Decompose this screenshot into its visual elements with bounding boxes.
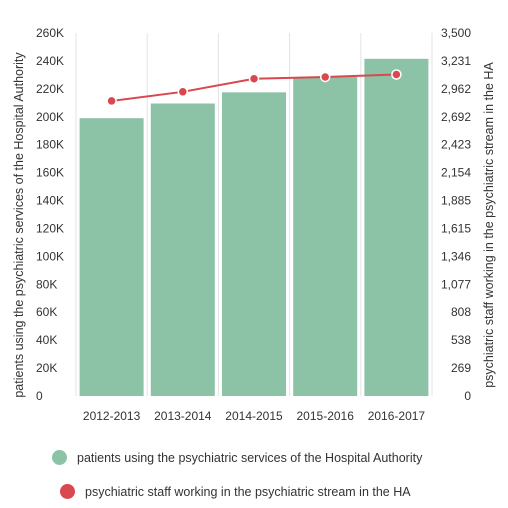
right-tick-label: 2,154	[441, 166, 471, 180]
left-tick-label: 260K	[36, 26, 64, 40]
right-tick-label: 2,692	[441, 110, 471, 124]
right-tick-label: 0	[464, 389, 471, 403]
grid-lines	[75, 33, 433, 396]
left-tick-label: 240K	[36, 54, 64, 68]
bar-2016-2017	[364, 58, 429, 396]
legend-label-staff: psychiatric staff working in the psychia…	[85, 484, 411, 499]
x-axis: 2012-2013 2013-2014 2014-2015 2015-2016 2016…	[83, 409, 426, 423]
bar-2012-2013	[79, 118, 144, 397]
bar-2015-2016	[293, 76, 358, 396]
left-tick-label: 20K	[36, 361, 57, 375]
right-tick-label: 269	[451, 361, 471, 375]
bar-2013-2014	[150, 103, 215, 396]
legend-label-patients: patients using the psychiatric services …	[77, 450, 423, 465]
left-tick-label: 220K	[36, 82, 64, 96]
left-tick-label: 60K	[36, 305, 57, 319]
left-tick-label: 80K	[36, 277, 57, 291]
right-tick-label: 3,500	[441, 26, 471, 40]
right-axis-title: psychiatric staff working in the psychia…	[482, 62, 496, 388]
right-tick-label: 1,346	[441, 249, 471, 263]
right-tick-label: 808	[451, 305, 471, 319]
line-series	[106, 69, 402, 107]
staff-point-2013-2014	[177, 86, 189, 98]
left-tick-label: 140K	[36, 194, 64, 208]
bar-series	[79, 58, 429, 397]
staff-point-2012-2013	[106, 95, 117, 107]
left-tick-label: 180K	[36, 138, 64, 152]
left-tick-label: 120K	[36, 221, 64, 235]
left-axis-title: patients using the psychiatric services …	[12, 52, 26, 398]
x-tick-label: 2015-2016	[297, 409, 355, 423]
legend-item-staff: psychiatric staff working in the psychia…	[60, 484, 411, 499]
right-tick-label: 2,423	[441, 138, 471, 152]
x-tick-label: 2013-2014	[154, 409, 212, 423]
x-tick-label: 2016-2017	[368, 409, 426, 423]
staff-point-2015-2016	[319, 71, 331, 83]
left-tick-label: 160K	[36, 166, 64, 180]
x-tick-label: 2012-2013	[83, 409, 141, 423]
legend-item-patients: patients using the psychiatric services …	[52, 450, 422, 465]
legend-swatch-patients	[52, 450, 67, 465]
left-tick-label: 100K	[36, 249, 64, 263]
right-tick-label: 1,885	[441, 194, 471, 208]
left-tick-label: 200K	[36, 110, 64, 124]
right-tick-label: 3,231	[441, 54, 471, 68]
legend-swatch-staff	[60, 484, 75, 499]
left-tick-label: 0	[36, 389, 43, 403]
staff-point-2014-2015	[248, 73, 260, 84]
staff-point-2016-2017	[391, 69, 402, 80]
bar-2014-2015	[222, 92, 286, 396]
right-tick-label: 2,962	[441, 82, 471, 96]
right-tick-label: 538	[451, 333, 471, 347]
x-tick-label: 2014-2015	[225, 409, 283, 423]
right-axis: 0 269 538 808 1,077 1,346 1,615 1,885 2,154 2,423…	[441, 26, 471, 403]
right-tick-label: 1,615	[441, 221, 471, 235]
right-tick-label: 1,077	[441, 277, 471, 291]
left-axis: 0 20K 40K 60K 80K 100K 120K 140K 160K 180K 200K 220…	[36, 26, 64, 403]
left-tick-label: 40K	[36, 333, 57, 347]
